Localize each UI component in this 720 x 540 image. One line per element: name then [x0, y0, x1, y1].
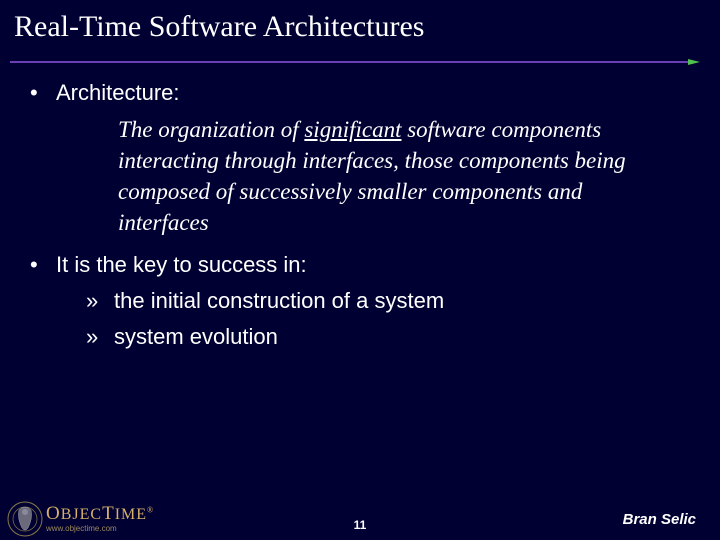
bullet-label: It is the key to success in:	[56, 250, 307, 280]
sub-bullet-item: » the initial construction of a system	[86, 286, 670, 316]
sub-bullet-marker: »	[86, 286, 114, 316]
bullet-marker: •	[30, 78, 56, 108]
content-area: • Architecture: The organization of sign…	[30, 78, 670, 352]
sub-bullet-label: the initial construction of a system	[114, 286, 444, 316]
slide-title: Real-Time Software Architectures	[0, 0, 720, 44]
architecture-definition: The organization of significant software…	[118, 114, 630, 238]
sub-bullet-label: system evolution	[114, 322, 278, 352]
definition-underlined: significant	[304, 117, 401, 142]
bullet-item: • Architecture:	[30, 78, 670, 108]
author-name: Bran Selic	[623, 511, 696, 528]
definition-pre: The organization of	[118, 117, 304, 142]
sub-bullet-item: » system evolution	[86, 322, 670, 352]
logo-text: OBJECTIME® www.objectime.com	[46, 503, 154, 533]
logo-medallion-icon	[6, 498, 44, 538]
slide-footer: OBJECTIME® www.objectime.com 11 Bran Sel…	[0, 494, 720, 540]
logo-url: www.objectime.com	[46, 524, 154, 533]
bullet-label: Architecture:	[56, 78, 180, 108]
bullet-item: • It is the key to success in:	[30, 250, 670, 280]
bullet-marker: •	[30, 250, 56, 280]
logo: OBJECTIME® www.objectime.com	[6, 498, 154, 538]
logo-name: OBJECTIME®	[46, 503, 154, 525]
sub-bullet-marker: »	[86, 322, 114, 352]
title-divider	[10, 52, 700, 58]
page-number: 11	[354, 518, 367, 532]
